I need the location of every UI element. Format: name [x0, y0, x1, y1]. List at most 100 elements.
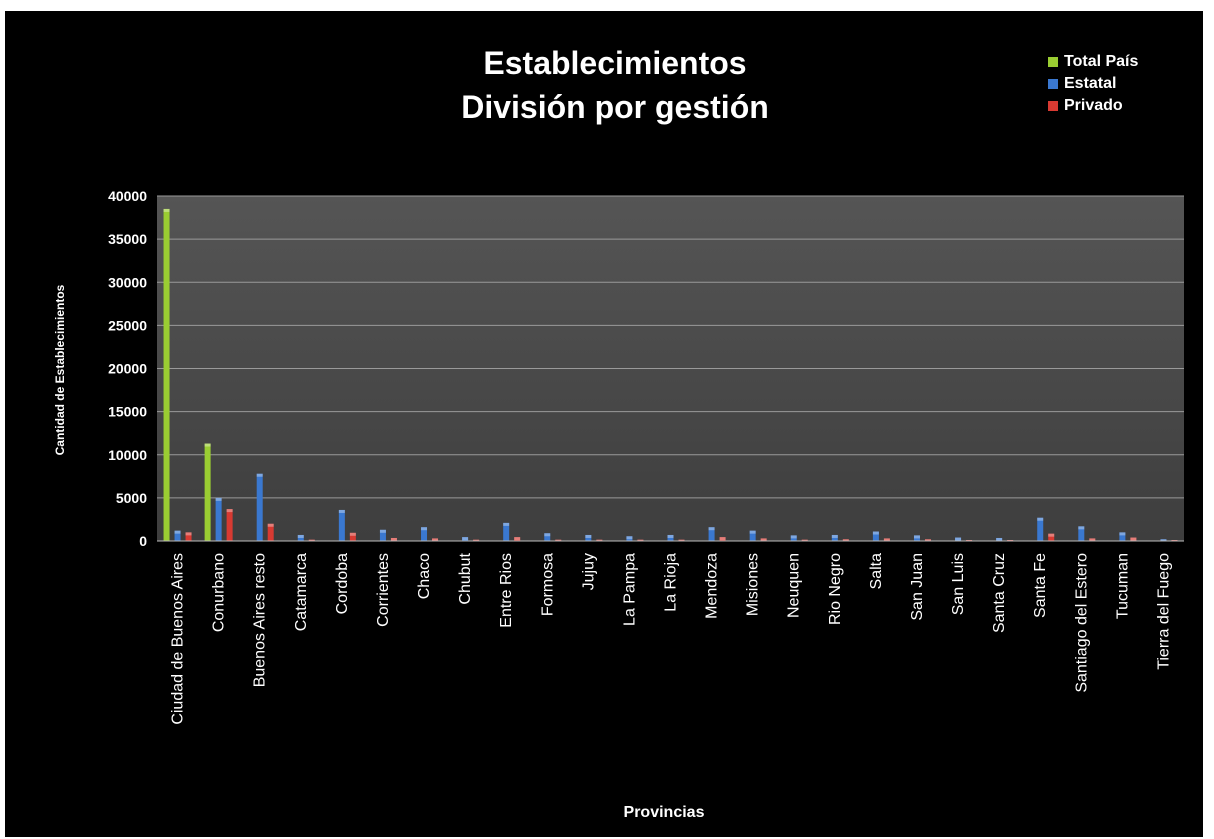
bar-highlight — [215, 497, 222, 501]
x-tick-label: Rio Negro — [827, 553, 844, 625]
bar-highlight — [626, 536, 633, 540]
x-tick-label: San Juan — [909, 553, 926, 621]
bar-estatal — [174, 530, 181, 541]
x-tick-label: Tierra del Fuego — [1155, 553, 1172, 670]
bar-highlight — [667, 534, 674, 538]
bar-privado — [842, 539, 849, 541]
bar-highlight — [421, 527, 428, 531]
bars — [163, 208, 1178, 541]
x-tick-label: Jujuy — [580, 553, 597, 590]
x-tick-label: Catamarca — [293, 553, 310, 631]
y-axis-label: Cantidad de Establecimientos — [53, 284, 67, 455]
bar-highlight — [1089, 538, 1096, 541]
x-tick-label: Corrientes — [375, 553, 392, 627]
bar-estatal — [544, 533, 551, 541]
x-tick-label: Santa Cruz — [991, 553, 1008, 633]
bar-estatal — [996, 537, 1003, 541]
bar-estatal — [379, 529, 386, 541]
bar-estatal — [585, 534, 592, 541]
bar-estatal — [1160, 539, 1167, 541]
bar-highlight — [308, 539, 315, 541]
bar-highlight — [872, 531, 879, 535]
bar-estatal — [1037, 517, 1044, 541]
bar-highlight — [708, 527, 715, 531]
bar-highlight — [1037, 517, 1044, 521]
x-tick-label: La Pampa — [621, 553, 638, 626]
bar-highlight — [503, 522, 510, 526]
y-tick-label: 35000 — [108, 231, 147, 247]
bar-privado — [719, 537, 726, 541]
x-tick-label: Santiago del Estero — [1073, 553, 1090, 693]
bar-privado — [390, 537, 397, 541]
bar-highlight — [996, 537, 1003, 541]
bar-privado — [267, 523, 274, 541]
bar-highlight — [349, 532, 356, 536]
x-tick-label: Misiones — [745, 553, 762, 616]
bar-privado — [1089, 538, 1096, 541]
x-tick-label: Neuquen — [786, 553, 803, 618]
bar-highlight — [790, 535, 797, 539]
bar-highlight — [390, 537, 397, 541]
bar-highlight — [585, 534, 592, 538]
bar-highlight — [955, 537, 962, 541]
bar-estatal — [338, 509, 345, 541]
x-tick-label: Entre Rios — [498, 553, 515, 628]
bar-highlight — [1130, 537, 1137, 541]
bar-highlight — [749, 530, 756, 534]
bar-highlight — [544, 533, 551, 537]
bar-highlight — [596, 539, 603, 541]
bar-estatal — [708, 527, 715, 541]
bar-privado — [760, 538, 767, 541]
gridlines — [157, 195, 1184, 499]
bar-privado — [555, 539, 562, 541]
bar-privado — [349, 532, 356, 541]
bar-privado — [1130, 537, 1137, 541]
bar-highlight — [1048, 533, 1055, 537]
bar-estatal — [872, 531, 879, 541]
bar-total — [163, 208, 170, 541]
bar-highlight — [473, 539, 480, 541]
legend-label-total: Total País — [1064, 53, 1139, 70]
bar-estatal — [297, 534, 304, 541]
x-tick-label: Conurbano — [211, 553, 228, 632]
bar-highlight — [226, 509, 233, 513]
legend-label-privado: Privado — [1064, 97, 1123, 114]
bar-highlight — [760, 538, 767, 541]
bar-highlight — [555, 539, 562, 541]
bar-estatal — [503, 522, 510, 541]
y-tick-label: 15000 — [108, 404, 147, 420]
y-tick-label: 10000 — [108, 447, 147, 463]
bar-privado — [678, 539, 685, 541]
bar-highlight — [801, 539, 808, 541]
x-axis-label: Provincias — [624, 804, 705, 821]
bar-highlight — [1119, 532, 1126, 536]
bar-privado — [924, 539, 931, 541]
bar-highlight — [185, 532, 192, 536]
bar-highlight — [514, 537, 521, 541]
bar-estatal — [913, 535, 920, 541]
x-tick-label: Chubut — [457, 552, 474, 604]
bar-highlight — [842, 539, 849, 541]
y-tick-label: 25000 — [108, 317, 147, 333]
bar-highlight — [924, 539, 931, 541]
bar-highlight — [1160, 539, 1167, 541]
bar-highlight — [297, 534, 304, 538]
bar-estatal — [256, 473, 263, 541]
x-tick-label: Chaco — [416, 553, 433, 599]
x-tick-label: Tucuman — [1114, 553, 1131, 619]
bar-privado — [883, 538, 890, 541]
legend-swatch-privado — [1048, 101, 1058, 111]
bar-highlight — [913, 535, 920, 539]
chart-subtitle: División por gestión — [461, 89, 769, 125]
bar-estatal — [831, 534, 838, 541]
bar-privado — [637, 539, 644, 541]
bar-privado — [596, 539, 603, 541]
bar-highlight — [1078, 526, 1085, 530]
chart-title: Establecimientos — [483, 45, 747, 81]
bar-estatal — [790, 535, 797, 541]
bar-highlight — [267, 523, 274, 527]
bar-privado — [226, 509, 233, 541]
x-tick-label: Cordoba — [334, 553, 351, 614]
bar-estatal — [749, 530, 756, 541]
